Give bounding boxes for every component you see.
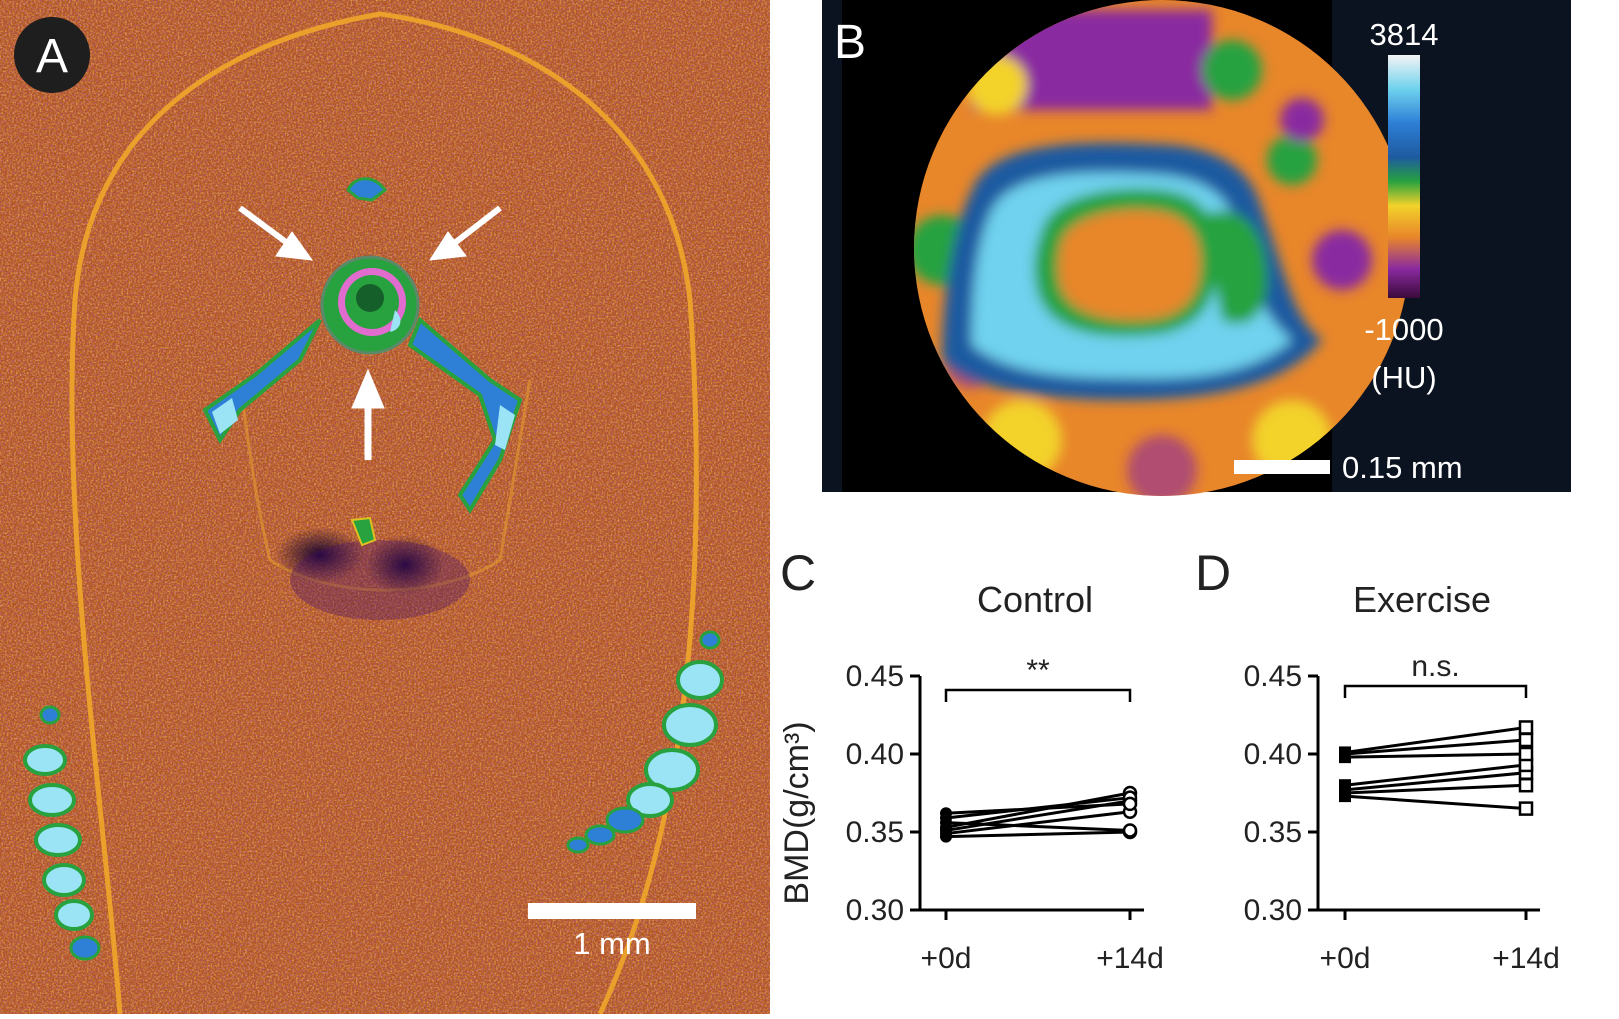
colorbar-min-label: -1000 <box>1364 312 1443 347</box>
scale-bar-b <box>1234 460 1330 474</box>
chart-c-significance-label: ** <box>1026 654 1050 687</box>
chart-d-series-line <box>1344 738 1527 756</box>
chart-c-x-tick-label: +14d <box>1096 942 1164 975</box>
chart-d-point-0d <box>1339 779 1351 792</box>
chart-c-y-label: BMD(g/cm³) <box>778 721 816 904</box>
colorbar-max-label: 3814 <box>1370 17 1439 52</box>
chart-d-series-line <box>1344 763 1527 787</box>
chart-d-title: Exercise <box>1353 579 1491 620</box>
chart-d-y-tick-label: 0.35 <box>1244 816 1302 849</box>
chart-d-significance-label: n.s. <box>1411 650 1459 683</box>
chart-d-significance-bracket <box>1343 684 1528 698</box>
chart-c-series-line <box>945 830 1131 839</box>
panel-b-letter: B <box>834 16 866 69</box>
chart-d-x-tick-label: +0d <box>1320 942 1371 975</box>
chart-c-series-line <box>945 821 1131 832</box>
panel-a-badge <box>14 17 90 93</box>
chart-d-point-14d <box>1518 732 1534 748</box>
chart-d-series-line <box>1344 783 1527 795</box>
chart-c-panel-letter: C <box>780 545 816 601</box>
colorbar-unit-label: (HU) <box>1371 360 1436 395</box>
arrow-upper-right <box>429 205 502 261</box>
ct-cross-section: 1 mm A <box>0 0 770 1016</box>
bone-lower-left <box>23 705 101 961</box>
chart-c-series-line <box>945 791 1131 829</box>
chart-c-series-line <box>945 802 1131 815</box>
chart-d-series-line <box>1344 752 1527 759</box>
panel-a-ct-image: 1 mm A <box>0 0 770 1016</box>
chart-c-title: Control <box>977 579 1093 620</box>
chart-d-y-tick-label: 0.30 <box>1244 894 1302 927</box>
bone-right-arm <box>407 316 523 514</box>
chart-d-point-14d <box>1518 720 1534 735</box>
bmd-charts: C Control 0.30 0.35 0.40 0.45 +0d +14d BMD(g/cm³… <box>770 540 1619 1014</box>
arrow-upper-left <box>238 205 314 261</box>
panel-a-letter: A <box>36 30 68 83</box>
chart-c-y-tick-label: 0.45 <box>846 660 904 693</box>
scale-bar-a <box>528 903 696 919</box>
chart-c-y-tick-label: 0.40 <box>846 738 904 771</box>
bone-lower-right <box>566 630 724 854</box>
chart-c-series-line <box>945 810 1131 836</box>
bone-top-process <box>346 177 388 202</box>
body-outline <box>69 11 699 1016</box>
chart-c-point-14d <box>1122 823 1138 838</box>
chart-c-x-tick-label: +0d <box>921 942 972 975</box>
chart-d-series-line <box>1344 794 1527 811</box>
bmd-charts-svg: C Control 0.30 0.35 0.40 0.45 +0d +14d BMD(g/cm³… <box>778 545 1560 975</box>
chart-c-y-tick-label: 0.35 <box>846 816 904 849</box>
chart-d-point-14d <box>1518 746 1534 762</box>
chart-d-y-tick-label: 0.45 <box>1244 660 1302 693</box>
chart-d-x-tick-label: +14d <box>1492 942 1560 975</box>
chart-c-significance-bracket <box>944 688 1132 702</box>
chart-d-panel-letter: D <box>1195 545 1231 601</box>
roi-disc <box>914 0 1410 496</box>
chart-d-point-14d <box>1518 777 1534 793</box>
scale-bar-b-label: 0.15 mm <box>1342 450 1463 485</box>
chart-d-point-14d <box>1518 801 1534 816</box>
arrow-bottom <box>351 368 385 460</box>
chart-c-y-tick-label: 0.30 <box>846 894 904 927</box>
panel-b-roi-image: 3814 -1000 (HU) 0.15 mm B <box>822 0 1571 508</box>
chart-d-series-line <box>1344 771 1527 792</box>
chart-c-point-0d <box>940 807 952 820</box>
chart-c-point-14d <box>1122 796 1138 812</box>
colorbar <box>1388 55 1420 298</box>
chart-d-y-tick-label: 0.40 <box>1244 738 1302 771</box>
roi-density-map: 3814 -1000 (HU) 0.15 mm B <box>822 0 1571 496</box>
chart-d-series-line <box>1344 725 1527 754</box>
chart-d-point-0d <box>1339 746 1351 759</box>
scale-bar-a-label: 1 mm <box>573 926 651 961</box>
